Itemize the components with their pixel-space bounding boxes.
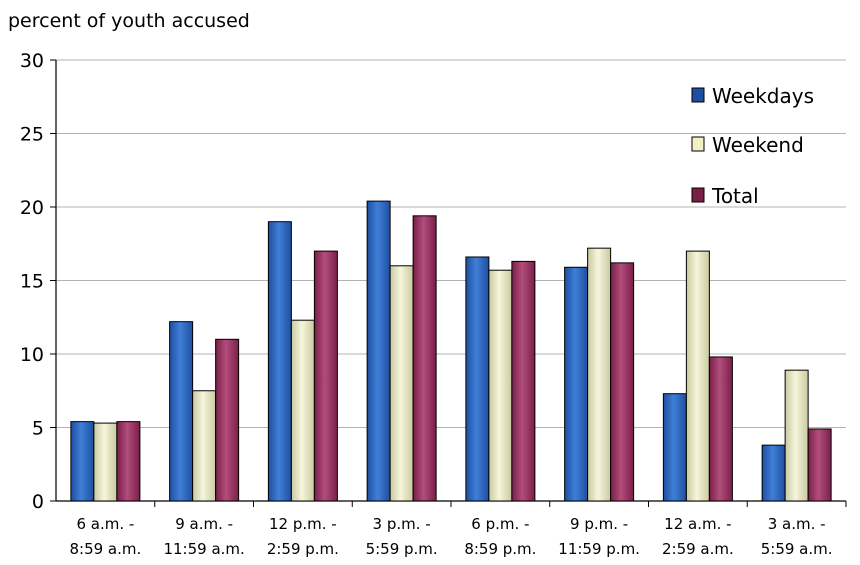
bar-total-7 — [807, 428, 832, 502]
bar-weekdays-5 — [564, 266, 589, 502]
x-tick-label-line1: 9 p.m. - — [570, 515, 628, 533]
bar-weekend-3 — [389, 265, 414, 502]
legend-swatch-weekend — [691, 136, 705, 152]
bar-weekdays-0 — [70, 421, 95, 502]
bar-weekdays-6 — [662, 393, 687, 502]
x-tick-label-line2: 2:59 p.m. — [267, 540, 339, 558]
x-tick-label-line2: 5:59 p.m. — [366, 540, 438, 558]
bar-weekend-6 — [685, 250, 710, 502]
legend-swatch-weekdays — [691, 87, 705, 103]
bar-weekdays-7 — [761, 444, 786, 502]
bar-weekend-2 — [290, 319, 315, 502]
x-tick-label-line1: 9 a.m. - — [175, 515, 233, 533]
x-tick-label-line1: 3 p.m. - — [373, 515, 431, 533]
y-tick-label: 25 — [20, 124, 44, 146]
y-tick-label: 10 — [20, 344, 44, 366]
bar-weekend-0 — [93, 422, 118, 502]
bar-total-3 — [412, 215, 437, 502]
y-tick-label: 0 — [32, 491, 44, 513]
axis-labels: 0 5 10 15 20 25 30 6 a.m. - 8:59 a.m. 9 a.m. - 11:… — [20, 50, 833, 558]
bar-total-5 — [610, 262, 635, 502]
bar-weekdays-2 — [267, 221, 292, 502]
bar-weekdays-4 — [465, 256, 490, 502]
bar-total-0 — [116, 421, 141, 502]
x-tick-label-line2: 5:59 a.m. — [761, 540, 833, 558]
legend: Weekdays Weekend Total — [691, 84, 814, 208]
bar-weekdays-3 — [366, 200, 391, 502]
bar-weekend-5 — [587, 247, 612, 502]
bar-total-2 — [313, 250, 338, 502]
bar-weekend-1 — [192, 390, 217, 502]
y-tick-label: 20 — [20, 197, 44, 219]
y-tick-label: 15 — [20, 271, 44, 293]
x-tick-label-line1: 6 p.m. - — [471, 515, 529, 533]
x-tick-label-line2: 2:59 a.m. — [662, 540, 734, 558]
bar-weekend-7 — [784, 369, 809, 502]
legend-label-weekdays: Weekdays — [712, 84, 814, 108]
bar-total-1 — [215, 338, 240, 502]
x-tick-label-line2: 8:59 a.m. — [69, 540, 141, 558]
x-tick-label-line2: 8:59 p.m. — [464, 540, 536, 558]
x-tick-label-line1: 6 a.m. - — [76, 515, 134, 533]
bar-total-6 — [708, 356, 733, 502]
bar-weekend-4 — [488, 269, 513, 502]
x-tick-label-line1: 3 a.m. - — [768, 515, 826, 533]
bar-weekdays-1 — [169, 321, 194, 502]
legend-label-weekend: Weekend — [712, 133, 804, 157]
y-tick-label: 30 — [20, 50, 44, 72]
bars — [70, 200, 832, 502]
x-tick-label-line1: 12 p.m. - — [269, 515, 337, 533]
x-tick-label-line2: 11:59 p.m. — [558, 540, 640, 558]
y-axis-title: percent of youth accused — [8, 10, 250, 32]
bar-total-4 — [511, 260, 536, 502]
x-tick-label-line1: 12 a.m. - — [664, 515, 731, 533]
legend-swatch-total — [691, 187, 705, 203]
legend-label-total: Total — [711, 184, 759, 208]
y-tick-label: 5 — [32, 418, 44, 440]
grid-lines — [50, 59, 846, 502]
x-tick-label-line2: 11:59 a.m. — [163, 540, 244, 558]
